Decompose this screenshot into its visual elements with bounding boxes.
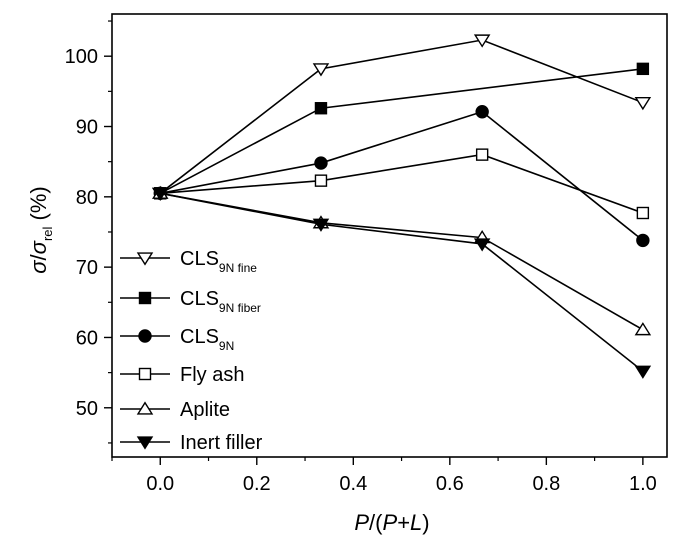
series-1 bbox=[154, 62, 650, 200]
legend-label: Aplite bbox=[180, 399, 230, 421]
data-point bbox=[136, 401, 154, 415]
x-axis-ticks: 0.0 0.2 0.4 0.6 0.8 1.0 bbox=[111, 457, 657, 495]
data-point bbox=[636, 206, 650, 220]
legend-entry-4: Aplite bbox=[120, 399, 230, 421]
data-point bbox=[634, 96, 652, 111]
series-2 bbox=[153, 105, 650, 248]
data-point bbox=[314, 174, 328, 187]
data-point bbox=[312, 63, 330, 77]
data-point bbox=[138, 291, 152, 305]
data-point bbox=[634, 365, 652, 379]
data-point bbox=[138, 367, 152, 381]
y-tick-label: 100 bbox=[65, 46, 98, 68]
data-point bbox=[314, 156, 328, 170]
series-3 bbox=[154, 148, 650, 220]
y-tick-label: 70 bbox=[76, 257, 98, 279]
series-line bbox=[159, 68, 643, 195]
legend-entry-5: Inert filler bbox=[120, 432, 263, 454]
legend-entry-1: CLS9N fiber bbox=[120, 288, 261, 315]
legend-label: CLS9N fine bbox=[180, 248, 257, 275]
legend-label: CLS9N bbox=[180, 326, 234, 353]
x-tick-label: 1.0 bbox=[629, 473, 657, 495]
x-axis-title: P/(P+L) bbox=[354, 510, 429, 535]
series-line bbox=[159, 39, 644, 194]
plot-border bbox=[111, 13, 668, 458]
series-line bbox=[160, 153, 644, 214]
data-point bbox=[136, 436, 154, 450]
data-point bbox=[136, 252, 154, 266]
y-tick-label: 60 bbox=[76, 327, 98, 349]
data-point bbox=[475, 148, 489, 161]
x-tick-label: 0.2 bbox=[243, 473, 271, 495]
y-tick-label: 90 bbox=[76, 117, 98, 139]
x-tick-label: 0.0 bbox=[146, 473, 174, 495]
data-point bbox=[636, 62, 650, 76]
data-point bbox=[473, 238, 491, 252]
data-point bbox=[314, 102, 328, 115]
y-axis-ticks: 50 60 70 80 90 100 bbox=[65, 20, 112, 444]
y-tick-label: 80 bbox=[76, 187, 98, 209]
legend-label: Fly ash bbox=[180, 364, 244, 386]
legend-entry-3: Fly ash bbox=[120, 364, 244, 386]
series-layer bbox=[151, 34, 652, 379]
data-point bbox=[312, 218, 330, 232]
data-point bbox=[475, 105, 489, 119]
data-point bbox=[634, 322, 652, 336]
legend-label: Inert filler bbox=[180, 432, 263, 454]
plot-frame bbox=[111, 13, 668, 458]
data-point bbox=[151, 187, 169, 201]
data-point bbox=[636, 233, 650, 248]
legend-entry-0: CLS9N fine bbox=[120, 248, 257, 275]
legend-entry-2: CLS9N bbox=[120, 326, 234, 353]
series-line bbox=[160, 110, 644, 242]
data-point bbox=[138, 329, 152, 343]
x-tick-label: 0.6 bbox=[436, 473, 464, 495]
legend: CLS9N fine CLS9N fiber CLS9N Fly ash Aplite I… bbox=[120, 248, 263, 454]
y-axis-title: σ/σrel (%) bbox=[26, 186, 55, 273]
y-tick-label: 50 bbox=[76, 398, 98, 420]
series-0 bbox=[151, 34, 652, 201]
data-point bbox=[473, 34, 491, 48]
x-tick-label: 0.4 bbox=[339, 473, 367, 495]
x-tick-label: 0.8 bbox=[532, 473, 560, 495]
series-5 bbox=[151, 187, 652, 379]
series-line bbox=[160, 192, 644, 372]
legend-label: CLS9N fiber bbox=[180, 288, 261, 315]
